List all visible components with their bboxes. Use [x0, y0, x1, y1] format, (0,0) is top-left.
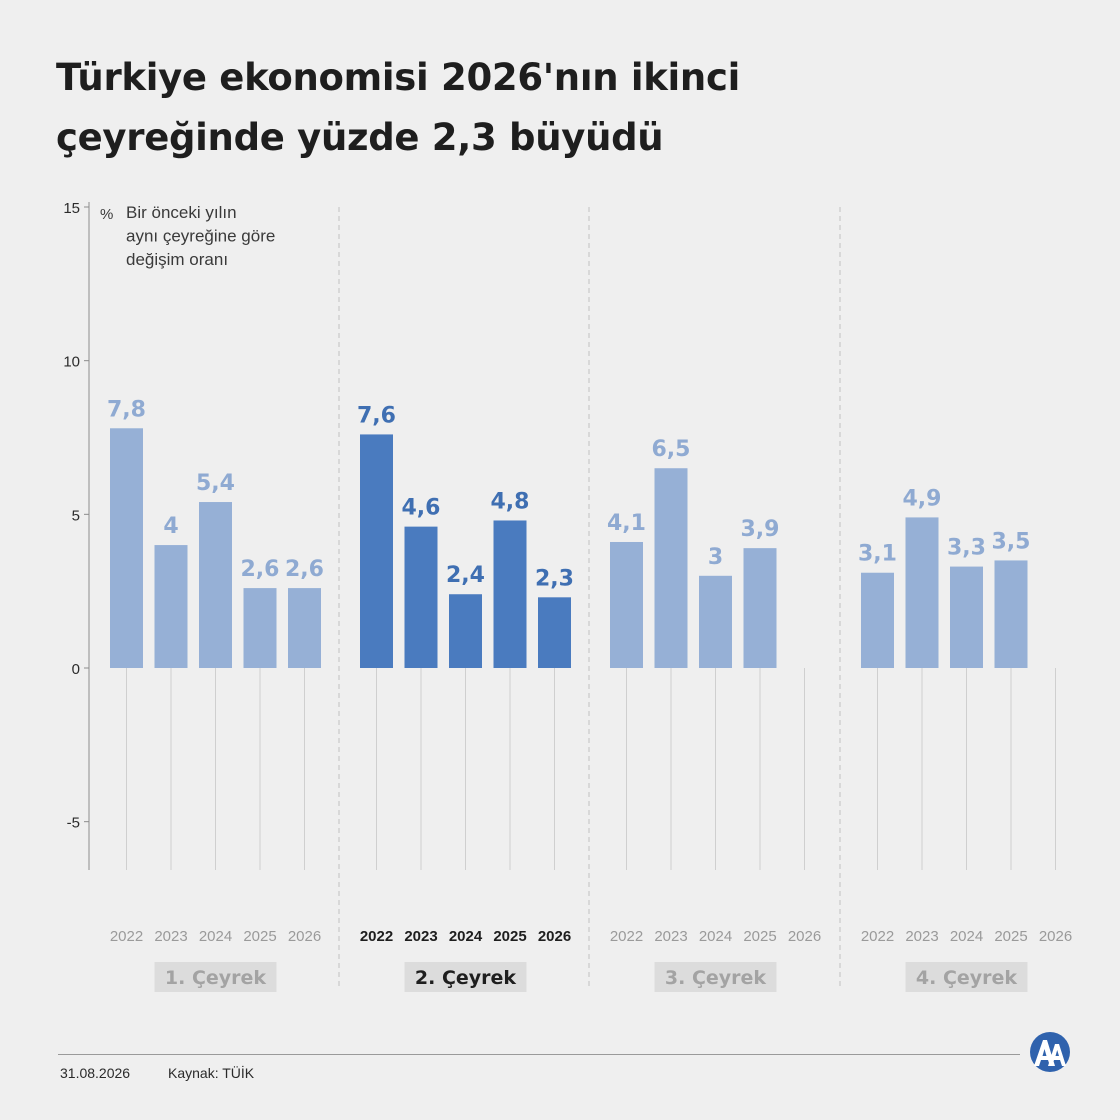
bar — [199, 502, 232, 668]
bar-value-label: 4,1 — [607, 511, 646, 536]
bar-value-label: 3,1 — [858, 542, 897, 567]
x-tick-label-year: 2026 — [288, 928, 321, 945]
footer-date: 31.08.2026 — [60, 1065, 131, 1081]
axis-note-line: aynı çeyreğine göre — [126, 227, 275, 246]
bar-chart: 15 10 5 0 -5% Bir önceki yılın aynı çeyreğine … — [63, 200, 1072, 992]
bar-value-label: 2,3 — [535, 566, 574, 591]
x-tick-label-year: 2022 — [360, 928, 393, 945]
quarter-label-box — [154, 962, 277, 992]
bar-value-label: 6,5 — [652, 437, 691, 462]
bar — [288, 588, 321, 668]
bar — [610, 541, 643, 668]
bar-value-label: 7,8 — [107, 397, 146, 422]
quarter-label: 1. Çeyrek — [165, 967, 267, 989]
quarter-label-box — [654, 962, 777, 992]
x-tick-label-year: 2024 — [199, 928, 232, 945]
bar-value-label: 3,9 — [741, 517, 780, 542]
x-tick-label-year: 2026 — [538, 928, 571, 945]
title-line-1: Türkiye ekonomisi 2026'nın ikinci — [56, 56, 740, 99]
bar — [654, 468, 688, 668]
bar — [360, 434, 393, 668]
bar-value-label: 4,9 — [903, 486, 942, 511]
bar-value-label: 3,5 — [992, 529, 1031, 554]
quarter-label: 4. Çeyrek — [916, 967, 1018, 989]
y-tick-label: 5 — [72, 507, 80, 524]
bar-value-label: 3,3 — [947, 536, 986, 561]
bar-value-label: 4,8 — [491, 489, 530, 514]
x-tick-label-year: 2023 — [905, 928, 938, 945]
quarter-label: 2. Çeyrek — [415, 967, 517, 989]
chart-title: Türkiye ekonomisi 2026'nın ikinci çeyreğ… — [56, 48, 1056, 168]
bar-value-label: 4 — [163, 514, 178, 539]
x-tick-label-year: 2026 — [788, 928, 821, 945]
y-tick-label: 10 — [63, 354, 80, 371]
quarter-label-box — [404, 962, 527, 992]
x-tick-label-year: 2024 — [449, 928, 483, 945]
x-tick-label-year: 2025 — [243, 928, 276, 945]
axis-note-line: değişim oranı — [126, 250, 228, 269]
y-tick-label: -5 — [67, 815, 80, 832]
bar — [743, 548, 777, 668]
bar — [243, 588, 277, 668]
bar — [905, 517, 939, 668]
bar — [404, 526, 438, 668]
x-tick-label-year: 2025 — [994, 928, 1027, 945]
bar-value-label: 3 — [708, 545, 723, 570]
bar — [493, 520, 527, 668]
bar-value-label: 5,4 — [196, 471, 235, 496]
bar — [950, 566, 983, 668]
y-tick-label: 15 — [63, 200, 80, 217]
aa-logo-icon — [1030, 1032, 1070, 1072]
bar — [538, 597, 571, 668]
bar — [699, 575, 732, 668]
x-tick-label-year: 2025 — [743, 928, 776, 945]
x-tick-label-year: 2025 — [493, 928, 526, 945]
bar — [154, 545, 188, 668]
bar — [994, 560, 1028, 668]
bar-value-label: 4,6 — [402, 496, 441, 521]
footer-divider — [58, 1054, 1020, 1055]
bar-value-label: 2,4 — [446, 563, 485, 588]
bar — [449, 594, 482, 668]
x-tick-label-year: 2022 — [110, 928, 143, 945]
bar-value-label: 2,6 — [241, 557, 280, 582]
y-tick-label: 0 — [72, 661, 80, 678]
x-tick-label-year: 2024 — [950, 928, 983, 945]
bar — [110, 428, 143, 668]
x-tick-label-year: 2022 — [610, 928, 643, 945]
y-axis-unit: % — [100, 206, 113, 223]
x-tick-label-year: 2022 — [861, 928, 894, 945]
x-tick-label-year: 2024 — [699, 928, 732, 945]
title-line-2: çeyreğinde yüzde 2,3 büyüdü — [56, 116, 664, 159]
x-tick-label-year: 2023 — [154, 928, 187, 945]
quarter-label-box — [905, 962, 1028, 992]
quarter-label: 3. Çeyrek — [665, 967, 767, 989]
axis-note-line: Bir önceki yılın — [126, 203, 237, 222]
x-tick-label-year: 2023 — [404, 928, 437, 945]
x-tick-label-year: 2023 — [654, 928, 687, 945]
bar-value-label: 7,6 — [357, 403, 396, 428]
footer-source: Kaynak: TÜİK — [168, 1065, 255, 1081]
bar-value-label: 2,6 — [285, 557, 324, 582]
x-tick-label-year: 2026 — [1039, 928, 1072, 945]
bar — [861, 572, 894, 668]
